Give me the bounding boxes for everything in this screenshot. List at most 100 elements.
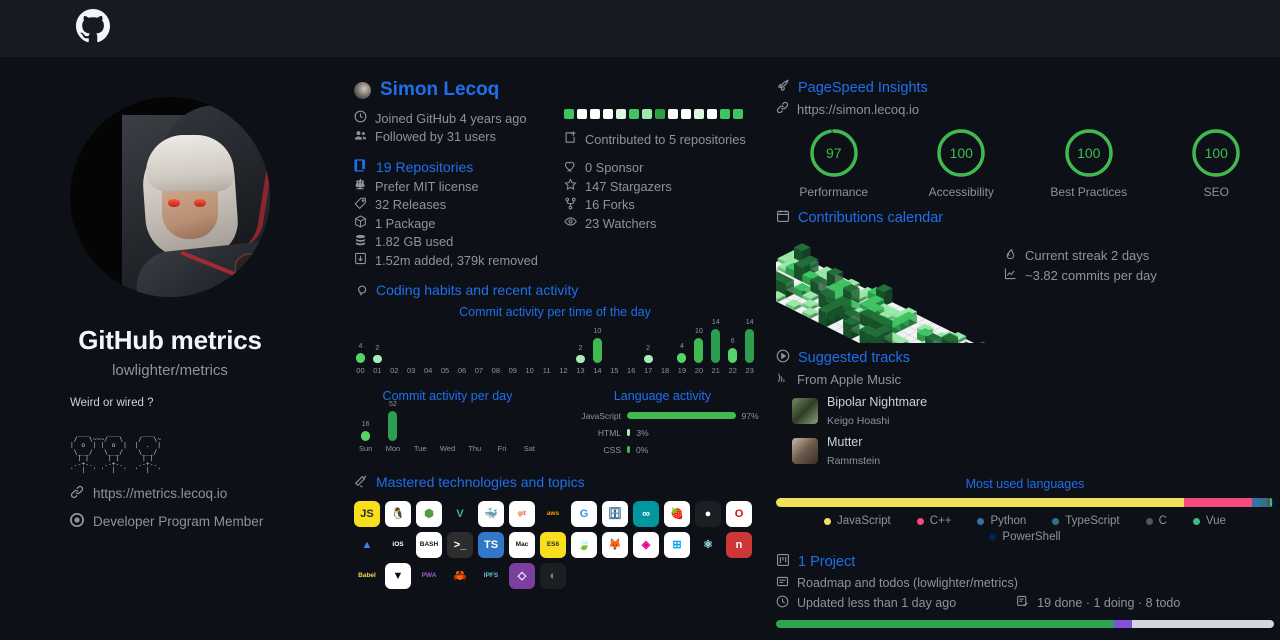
tech-icon-vercel[interactable]: ▲ [354,531,380,558]
developer-program-label: Developer Program Member [93,514,264,530]
profile-name[interactable]: Simon Lecoq [380,79,500,100]
rocket-icon [776,79,790,97]
heart-icon [564,160,577,176]
chart-bar-cell: 18 [657,353,674,375]
chart-bar-label: 04 [423,365,433,375]
tech-icon-pwa[interactable]: PWA [416,562,442,589]
tech-icon-javascript[interactable]: JS [354,500,380,527]
chart-bar-value: 2 [646,344,651,352]
chart-bar-label: Thu [468,443,482,453]
contribution-square [733,109,743,119]
chart-bar-cell: Fri [488,431,515,453]
profile-name-row[interactable]: Simon Lecoq [354,79,770,101]
tech-icon-database[interactable]: 🗄 [602,500,628,527]
website-row[interactable]: https://metrics.lecoq.io [70,485,270,502]
repositories-label[interactable]: 19 Repositories [376,158,474,175]
tech-icon-firefox[interactable]: 🦊 [602,531,628,558]
chart-bar-cell: 10 [521,353,538,375]
developer-program-row: Developer Program Member [70,513,270,530]
pagespeed-url-row[interactable]: https://simon.lecoq.io [776,101,1280,117]
track-cover [792,398,818,424]
contribution-square [590,109,600,119]
tech-icon-terminal[interactable]: >_ [447,531,473,558]
tech-icon-sketch[interactable]: ◇ [509,562,535,589]
tech-icon-electron[interactable]: ⚛ [695,531,721,558]
technologies-heading[interactable]: Mastered technologies and topics [354,474,770,491]
tech-icon-opera[interactable]: O [726,500,752,527]
tech-icon-mac[interactable]: Mac [509,531,535,558]
tech-icon-raspberry-pi[interactable]: 🍓 [664,500,690,527]
github-logo-icon[interactable] [76,9,110,48]
habits-label[interactable]: Coding habits and recent activity [376,282,579,298]
technologies-label[interactable]: Mastered technologies and topics [376,474,585,490]
website-link[interactable]: https://metrics.lecoq.io [93,486,228,502]
tech-icon-typescript[interactable]: TS [478,531,504,558]
pagespeed-label[interactable]: PageSpeed Insights [798,80,928,96]
tech-icon-github[interactable]: ● [695,500,721,527]
chart-bar-cell: 4 00 [352,343,369,375]
profile-avatar-small [354,81,371,99]
streak-label: Current streak 2 days [1025,247,1150,263]
tech-icon-git[interactable]: git [509,500,535,527]
language-bar [627,429,631,436]
tech-icon-mongodb[interactable]: 🍃 [571,531,597,558]
tech-icon-rust[interactable]: 🦀 [447,562,473,589]
chart-bar-value: 10 [593,328,602,336]
language-percent: 0% [636,444,649,455]
calendar-label[interactable]: Contributions calendar [798,210,944,226]
chart-bar-value: 14 [745,318,754,326]
tech-icon-npm[interactable]: n [726,531,752,558]
contribution-square [577,109,587,119]
project-heading[interactable]: 1 Project [776,553,1280,571]
tracks-label[interactable]: Suggested tracks [798,350,911,366]
tech-icon-vercel-triangle[interactable]: ▼ [385,562,411,589]
chart-bar-label: 19 [677,365,687,375]
streak-stats: Current streak 2 days ~3.82 commits per … [1004,231,1157,341]
tech-icon-graphql[interactable]: ◈ [633,531,659,558]
track-item[interactable]: Mutter Rammstein [792,433,1280,469]
chart-bar-label: 23 [745,365,754,375]
tech-icon-google[interactable]: G [571,500,597,527]
tech-icon-docker[interactable]: 🐳 [478,500,504,527]
gauge-value: 100 [949,145,973,161]
chart-bar-cell: 12 [555,353,572,375]
tech-icon-windows[interactable]: ⊞ [664,531,690,558]
tech-icon-babel[interactable]: Babel [354,562,380,589]
chart-bar-label: 20 [694,365,704,375]
tech-icon-vue[interactable]: V [447,500,473,527]
chart-bar-label: 08 [491,365,500,375]
tech-icon-aws[interactable]: aws [540,500,566,527]
chart-bar-label: 09 [508,365,517,375]
pagespeed-url[interactable]: https://simon.lecoq.io [797,101,920,117]
tech-icon-es6[interactable]: ES6 [540,531,566,558]
contributions-calendar-3d [736,231,1008,389]
checklist-icon [1016,595,1029,611]
chart-bar-value: 2 [375,344,380,352]
gauge-value: 100 [1204,145,1228,161]
avatar-eye-right [194,199,206,207]
repositories-row[interactable]: 19 Repositories [354,156,564,177]
tech-icon-ipfs[interactable]: IPFS [478,562,504,589]
track-list: Bipolar Nightmare Keigo Hoashi Mutter Ramms… [792,393,1280,469]
project-label[interactable]: 1 Project [798,554,856,570]
chart-bar-cell: 4 19 [674,343,691,375]
most-used-bar [776,498,1274,507]
tech-icon-dark-circle[interactable]: ◐ [540,562,566,589]
project-name-row: Roadmap and todos (lowlighter/metrics) [776,575,1280,591]
chart-bar [745,328,755,363]
language-segment [776,498,1185,507]
tech-icon-nodejs[interactable]: ⬢ [416,500,442,527]
pagespeed-gauge: 100 SEO [1161,127,1271,199]
tech-icon-bash[interactable]: BASH [416,531,442,558]
note-icon [776,575,789,591]
tech-icon-ios[interactable]: iOS [385,531,411,558]
tech-icon-arduino[interactable]: ∞ [633,500,659,527]
pagespeed-heading[interactable]: PageSpeed Insights [776,79,1280,97]
language-segment [1184,498,1252,507]
habits-heading[interactable]: Commit activity per time of the day Codi… [354,282,770,299]
tech-icon-linux[interactable]: 🐧 [385,500,411,527]
track-item[interactable]: Bipolar Nightmare Keigo Hoashi [792,393,1280,429]
chart-bar-label: 10 [525,365,534,375]
tracks-heading[interactable]: Suggested tracks [776,349,1280,367]
calendar-heading[interactable]: Contributions calendar [776,209,1280,227]
